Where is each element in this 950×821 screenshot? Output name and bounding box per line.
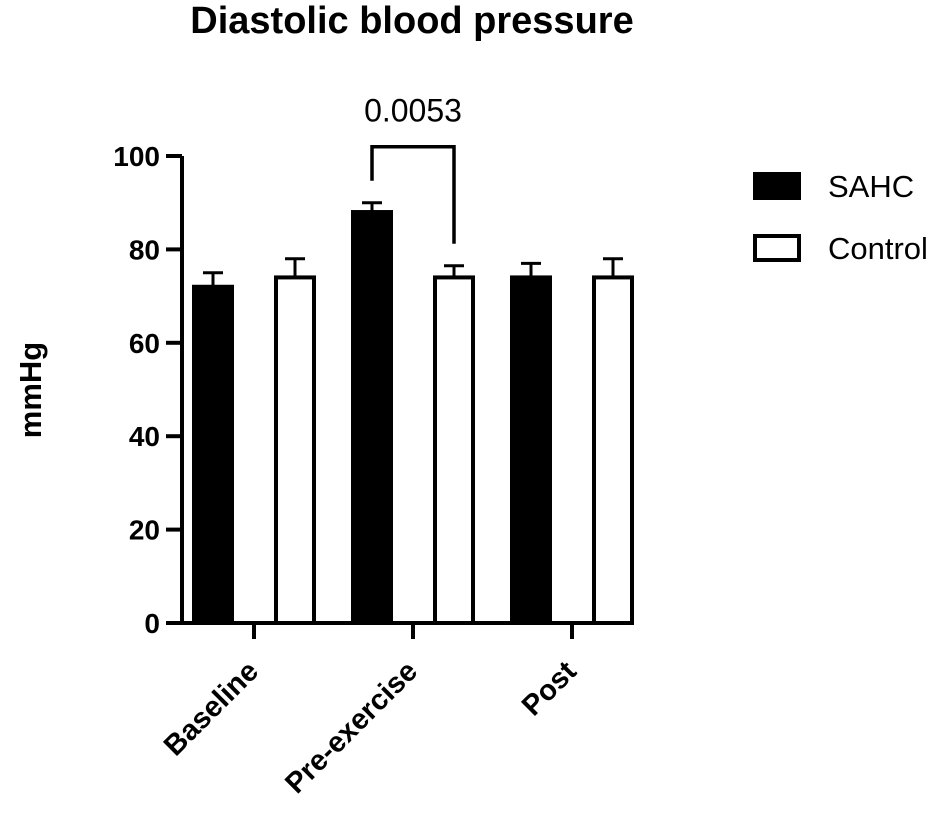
bar-control bbox=[433, 275, 475, 625]
y-tick-label: 0 bbox=[144, 608, 160, 639]
annotations-group: 0.0053 bbox=[364, 93, 462, 244]
significance-bracket bbox=[370, 144, 456, 244]
p-value-label: 0.0053 bbox=[364, 93, 462, 129]
x-tick-label: Pre-exercise bbox=[279, 655, 424, 800]
bar-control bbox=[274, 275, 316, 625]
legend-swatch-control bbox=[753, 234, 801, 262]
bars-group bbox=[192, 201, 634, 625]
x-tick-label: Post bbox=[516, 655, 583, 722]
bar-sahc bbox=[351, 210, 393, 625]
bar-sahc bbox=[510, 275, 552, 625]
y-tick-label: 100 bbox=[113, 141, 160, 172]
legend-label: Control bbox=[828, 231, 928, 266]
x-tick-label: Baseline bbox=[158, 655, 265, 762]
bar-sahc bbox=[192, 284, 234, 625]
chart-title: Diastolic blood pressure bbox=[190, 0, 633, 42]
bar-control bbox=[592, 275, 634, 625]
y-tick-label: 80 bbox=[129, 234, 160, 265]
legend: SAHC Control bbox=[753, 169, 928, 266]
y-tick-label: 20 bbox=[129, 515, 160, 546]
y-axis-label: mmHg bbox=[13, 342, 48, 438]
legend-swatch-sahc bbox=[753, 172, 801, 200]
legend-label: SAHC bbox=[828, 169, 914, 204]
y-tick-label: 40 bbox=[129, 421, 160, 452]
y-tick-label: 60 bbox=[129, 328, 160, 359]
